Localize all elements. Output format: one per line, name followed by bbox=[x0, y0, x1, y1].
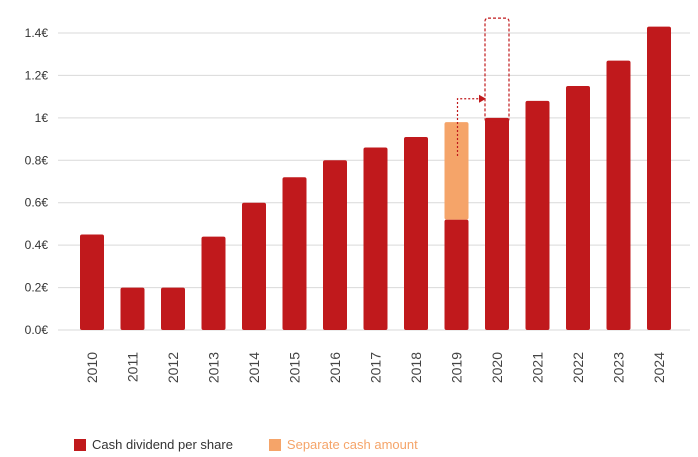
x-tick-label: 2010 bbox=[84, 352, 100, 383]
x-tick-label: 2014 bbox=[246, 352, 262, 383]
bar-cash-dividend bbox=[161, 287, 185, 330]
bar-cash-dividend bbox=[444, 219, 469, 330]
y-tick-label: 0.4€ bbox=[25, 238, 49, 252]
bars bbox=[80, 26, 671, 331]
y-tick-label: 1.2€ bbox=[25, 68, 49, 82]
x-axis-ticks: 2010 2011 2012 2013 2014 2015 2016 2017 2018 2019… bbox=[84, 352, 667, 383]
x-tick-label: 2015 bbox=[287, 352, 303, 383]
legend-label-cash-dividend: Cash dividend per share bbox=[92, 437, 233, 452]
annotation-dashed-box bbox=[484, 17, 510, 123]
bar-cash-dividend bbox=[242, 202, 266, 330]
legend: Cash dividend per share Separate cash am… bbox=[74, 437, 454, 452]
y-tick-label: 0.0€ bbox=[25, 323, 49, 337]
bar-cash-dividend bbox=[566, 86, 590, 331]
x-tick-label: 2022 bbox=[570, 352, 586, 383]
x-tick-label: 2018 bbox=[408, 352, 424, 383]
legend-swatch-separate-cash bbox=[268, 438, 281, 451]
x-tick-label: 2012 bbox=[165, 352, 181, 383]
annotation-dashed-arrow bbox=[456, 98, 479, 157]
legend-label-separate-cash: Separate cash amount bbox=[286, 437, 418, 452]
x-tick-label: 2023 bbox=[611, 352, 627, 383]
dividend-chart: 0.0€0.2€0.4€0.6€0.8€1€1.2€1.4€ 2010 2011 2… bbox=[25, 17, 690, 383]
x-tick-label: 2017 bbox=[368, 352, 384, 383]
x-tick-label: 2019 bbox=[449, 352, 465, 383]
bar-cash-dividend bbox=[404, 136, 428, 330]
x-tick-label: 2013 bbox=[206, 352, 222, 383]
y-tick-label: 0.2€ bbox=[25, 281, 49, 295]
y-tick-label: 0.6€ bbox=[25, 196, 49, 210]
x-tick-label: 2021 bbox=[530, 352, 546, 383]
legend-swatch-cash-dividend bbox=[74, 438, 86, 451]
bar-cash-dividend bbox=[647, 26, 671, 331]
bar-cash-dividend bbox=[120, 287, 145, 330]
bar-cash-dividend bbox=[201, 236, 226, 330]
legend-item-cash-dividend: Cash dividend per share bbox=[74, 437, 233, 452]
annotation bbox=[456, 17, 510, 157]
bar-separate-cash bbox=[444, 122, 469, 220]
x-tick-label: 2011 bbox=[125, 352, 141, 382]
bar-cash-dividend bbox=[606, 60, 631, 330]
y-tick-label: 0.8€ bbox=[25, 153, 49, 167]
bar-cash-dividend bbox=[323, 160, 347, 330]
x-tick-label: 2024 bbox=[651, 352, 667, 383]
bar-cash-dividend bbox=[282, 177, 307, 330]
bar-cash-dividend bbox=[363, 147, 388, 330]
x-tick-label: 2016 bbox=[327, 352, 343, 383]
annotation-arrowhead bbox=[479, 94, 486, 103]
legend-item-separate-cash: Separate cash amount bbox=[268, 437, 418, 452]
bar-cash-dividend bbox=[525, 100, 550, 330]
y-tick-label: 1€ bbox=[35, 111, 49, 125]
bar-cash-dividend bbox=[80, 234, 104, 330]
x-tick-label: 2020 bbox=[489, 352, 505, 383]
bar-cash-dividend bbox=[485, 117, 509, 330]
y-tick-label: 1.4€ bbox=[25, 26, 49, 40]
y-axis-ticks: 0.0€ 0.2€ 0.4€ 0.6€ 0.8€ 1€ 1.2€ 1.4€ bbox=[25, 26, 49, 337]
